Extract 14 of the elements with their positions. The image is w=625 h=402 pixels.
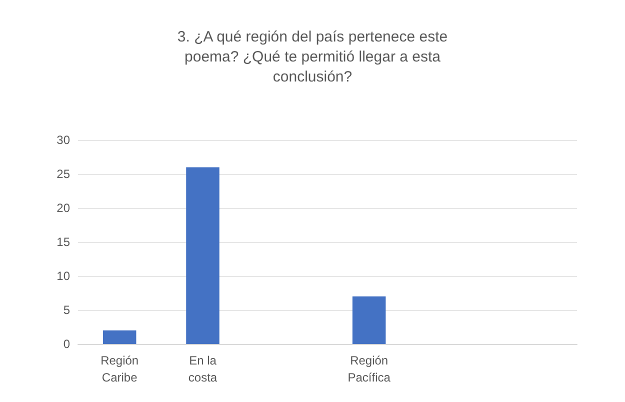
y-tick-label: 20 [56,201,70,215]
y-tick-label: 15 [56,235,70,249]
chart-title: 3. ¿A qué región del país pertenece este poema? ¿Qué te permitió llegar a esta conclusión? [177,28,448,86]
bar [352,296,386,344]
y-tick-label: 30 [56,133,70,147]
y-tick-label: 5 [63,303,70,317]
y-tick-label: 0 [63,337,70,351]
y-tick-label: 10 [56,269,70,283]
x-tick-label: Región Pacífica [348,354,391,384]
y-tick-label: 25 [56,167,70,181]
x-tick-label: Región Caribe [100,354,139,384]
bar [102,330,136,344]
x-tick-label: En la costa [188,354,218,384]
bar [186,167,220,344]
